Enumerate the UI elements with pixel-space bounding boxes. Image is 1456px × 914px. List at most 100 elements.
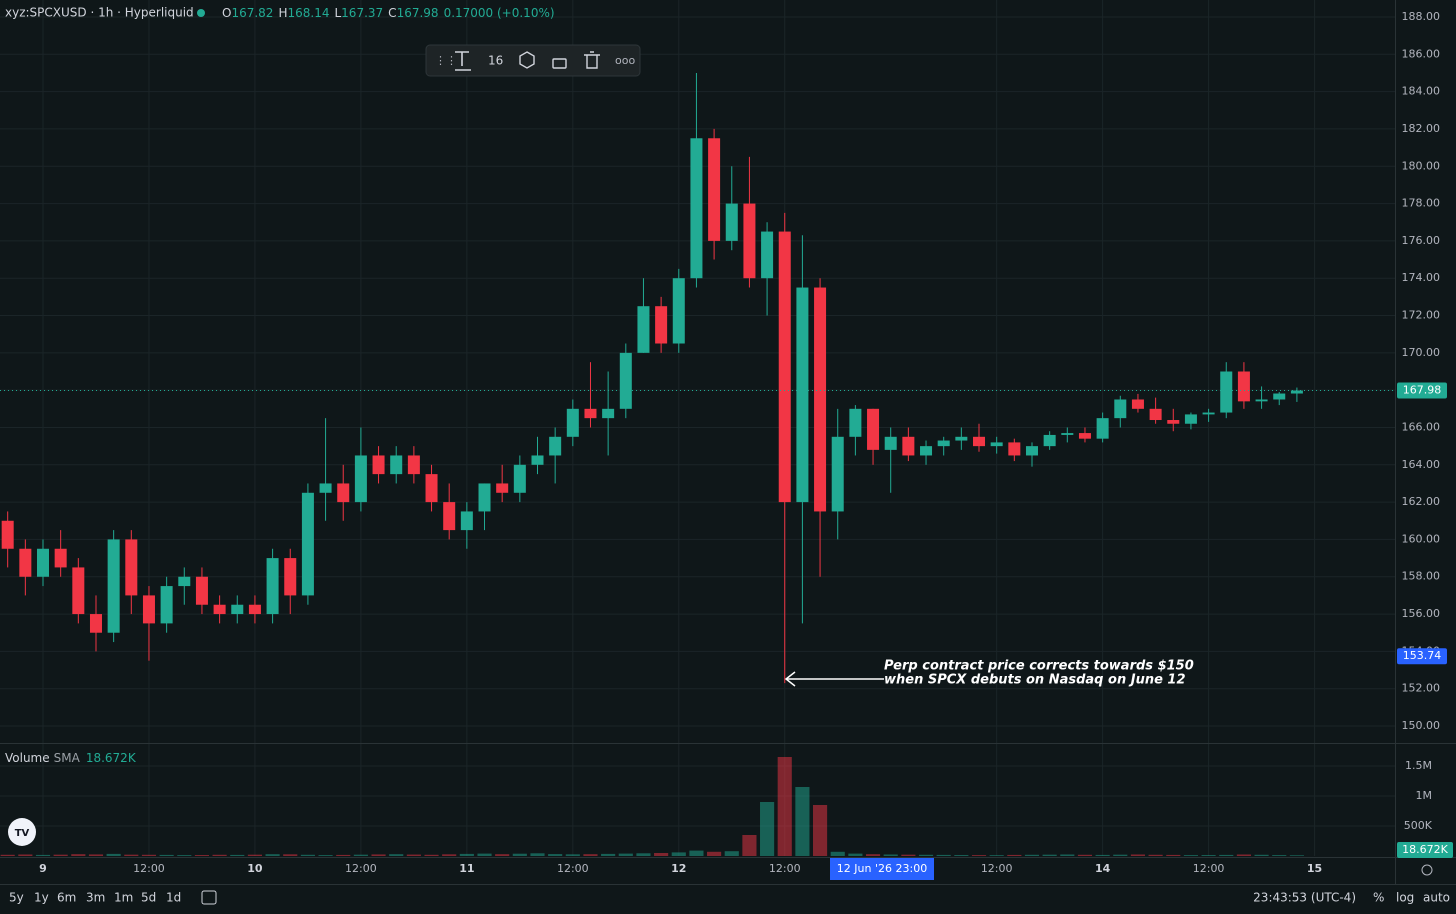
volume-bar xyxy=(265,854,280,856)
y-tick-label: 150.00 xyxy=(1402,719,1441,732)
volume-bar xyxy=(18,854,33,856)
range-button[interactable]: 5y xyxy=(9,891,24,905)
crosshair-price: 153.74 xyxy=(1403,649,1442,662)
candle-body xyxy=(107,539,120,633)
candle-body xyxy=(319,483,332,493)
volume-bar xyxy=(495,854,510,856)
volume-bar xyxy=(389,854,404,856)
delete-icon[interactable] xyxy=(584,51,600,69)
volume-bar xyxy=(707,851,722,856)
lock-icon[interactable] xyxy=(552,58,567,69)
volume-bar xyxy=(1289,855,1304,856)
toolbar-bg xyxy=(425,44,641,77)
range-button[interactable]: 6m xyxy=(57,891,76,905)
volume-bar xyxy=(1095,854,1110,856)
candle-body xyxy=(125,539,138,596)
candle-body xyxy=(708,138,721,241)
bottom-bar: 5y 1y 6m 3m 1m 5d 1d 23:43:53 (UTC-4) % … xyxy=(9,864,1450,905)
y-tick-label: 178.00 xyxy=(1402,197,1441,210)
more-icon[interactable]: ooo xyxy=(615,54,635,67)
candle-body xyxy=(1273,393,1286,400)
y-tick-label: 170.00 xyxy=(1402,346,1441,359)
x-tick-label: 15 xyxy=(1307,862,1322,875)
crosshair-price-tag xyxy=(1397,648,1447,665)
volume-sma-tag xyxy=(1397,842,1453,858)
candle-body xyxy=(831,436,844,512)
log-toggle[interactable]: log xyxy=(1396,891,1414,905)
candle-body xyxy=(566,408,579,437)
volume-bar xyxy=(954,855,969,856)
candle-body xyxy=(1025,446,1038,456)
volume-bar xyxy=(106,853,121,856)
volume-bar xyxy=(283,854,298,856)
candle-body xyxy=(178,576,191,587)
volume-bar xyxy=(724,851,739,856)
candle-body xyxy=(1043,434,1056,447)
volume-bar xyxy=(901,854,916,856)
volume-bar xyxy=(230,854,245,856)
candle-body xyxy=(19,548,32,577)
candle-body xyxy=(1202,412,1215,415)
candle-body xyxy=(867,408,880,450)
drawing-toolbar: ⋮⋮ 16 ooo xyxy=(425,44,641,77)
candle-body xyxy=(1008,442,1021,456)
volume-bar xyxy=(1166,854,1181,856)
y-tick-label: 180.00 xyxy=(1402,159,1441,172)
volume-bar xyxy=(194,855,210,856)
range-button[interactable]: 3m xyxy=(86,891,105,905)
volume-bar xyxy=(601,853,616,856)
date-range-icon[interactable] xyxy=(201,890,217,905)
candle-body xyxy=(231,604,244,615)
candle-body xyxy=(407,455,420,475)
font-size[interactable]: 16 xyxy=(488,54,503,68)
range-button[interactable]: 1m xyxy=(114,891,133,905)
text-icon[interactable] xyxy=(455,51,471,71)
volume-bar xyxy=(212,854,227,856)
volume-bar xyxy=(406,854,421,856)
annotation-line[interactable]: when SPCX debuts on Nasdaq on June 12 xyxy=(884,673,1186,688)
candle-body xyxy=(213,604,226,615)
candle-body xyxy=(955,436,968,441)
volume-bar xyxy=(795,787,810,856)
drag-handle[interactable]: ⋮⋮ xyxy=(435,54,457,67)
candle-body xyxy=(248,604,261,615)
candle-body xyxy=(796,287,809,503)
volume-bar xyxy=(53,854,68,856)
volume-bar xyxy=(1042,854,1057,856)
volume-bar xyxy=(442,854,457,856)
annotation-line[interactable]: Perp contract price corrects towards $15… xyxy=(884,659,1194,674)
symbol[interactable]: xyz:SPCXUSD · 1h · Hyperliquid xyxy=(5,6,194,20)
candle-body xyxy=(1167,420,1180,424)
range-button[interactable]: 1y xyxy=(34,891,49,905)
candle-body xyxy=(920,446,933,456)
x-tick-label: 12 xyxy=(671,862,686,875)
percent-toggle[interactable]: % xyxy=(1373,891,1384,905)
volume-bar xyxy=(1236,854,1251,856)
candle-body xyxy=(973,436,986,447)
x-tick-label: 11 xyxy=(459,862,474,875)
volume-bar xyxy=(760,802,775,856)
auto-toggle[interactable]: auto xyxy=(1423,891,1450,905)
candle-body xyxy=(849,408,862,437)
range-button[interactable]: 5d xyxy=(141,891,156,905)
range-button[interactable]: 1d xyxy=(166,891,181,905)
volume-bar xyxy=(424,854,439,856)
volume-bar xyxy=(512,853,527,856)
settings-gear[interactable] xyxy=(1421,864,1433,876)
candle-body xyxy=(743,203,756,279)
y-tick-label: 152.00 xyxy=(1402,682,1441,695)
settings-icon[interactable] xyxy=(519,51,535,69)
volume-bar xyxy=(124,854,139,856)
candle-body xyxy=(425,474,438,503)
y2-tick-label: 1M xyxy=(1416,789,1433,802)
volume-bar xyxy=(35,854,51,856)
candle-body xyxy=(884,436,897,450)
volume-bar xyxy=(1148,854,1163,856)
y-tick-label: 186.00 xyxy=(1402,47,1441,60)
tv-logo[interactable] xyxy=(8,818,36,846)
candle-body xyxy=(1237,371,1250,402)
last-price: 167.98 xyxy=(1403,384,1442,397)
candle-body xyxy=(284,558,297,596)
volume-bar xyxy=(548,854,563,856)
candle-body xyxy=(619,352,632,409)
